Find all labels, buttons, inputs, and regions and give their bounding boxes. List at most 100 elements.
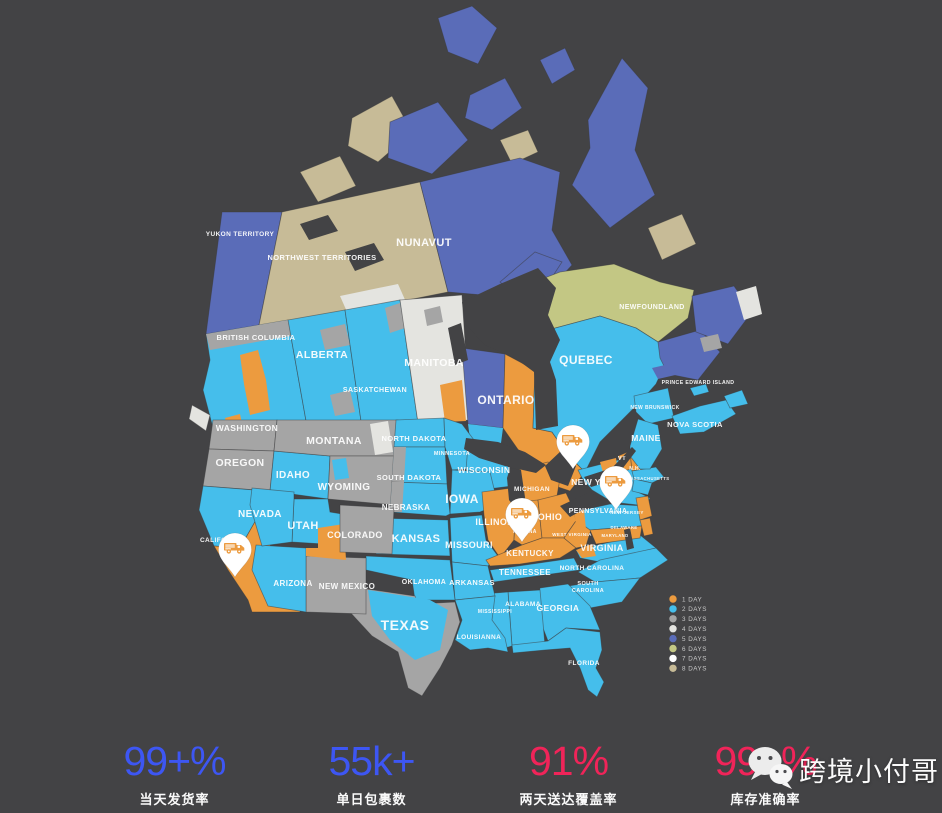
maine-region xyxy=(629,418,663,470)
map-label: ARKANSAS xyxy=(449,578,495,587)
four-corners-patch-region xyxy=(306,524,346,560)
map-label: ARIZONA xyxy=(273,579,312,588)
nfld-patch-region xyxy=(736,286,762,320)
map-label: CAROLINA xyxy=(572,588,604,594)
ab-patch-region xyxy=(320,324,350,350)
sk-patch-region xyxy=(385,303,405,333)
map-label: NORTH DAKOTA xyxy=(381,434,446,443)
watermark-text: 跨境小付哥 xyxy=(799,756,939,787)
ne-patch-region xyxy=(390,482,404,512)
delivery-truck-icon xyxy=(605,476,626,487)
map-label: NUNAVUT xyxy=(396,237,452,249)
map-label: GEORGIA xyxy=(537,603,580,613)
map-label: MISSISSIPPI xyxy=(478,609,512,615)
legend-swatch xyxy=(669,664,677,672)
stat-label: 当天发货率 xyxy=(139,792,210,808)
legend: 1 DAY 2 DAYS 3 DAYS 4 DAYS 5 DAYS 6 DAYS 7 DAY… xyxy=(669,595,707,673)
map-label: MONTANA xyxy=(306,435,362,447)
sd-patch-region xyxy=(392,447,406,482)
legend-label: 4 DAYS xyxy=(682,626,707,633)
delivery-truck-pin xyxy=(599,465,633,511)
map-label: SASKATCHEWAN xyxy=(343,387,407,394)
new-jersey-region xyxy=(635,495,653,521)
wechat-icon xyxy=(748,747,793,789)
legend-label: 2 DAYS xyxy=(682,606,707,613)
legend-item: 5 DAYS xyxy=(669,634,707,643)
map-label: WISCONSIN xyxy=(458,465,511,475)
map-label: KENTUCKY xyxy=(506,549,554,558)
anticosti-island-region xyxy=(652,362,684,379)
legend-label: 1 DAY xyxy=(682,596,703,603)
cape-breton-region xyxy=(723,389,749,409)
pa-patch-region xyxy=(574,510,586,529)
stat-label: 两天送达覆盖率 xyxy=(519,792,618,808)
map-label: LOUISIANNA xyxy=(457,634,501,641)
map-label: MISSOURI xyxy=(445,540,493,550)
legend-item: 1 DAY xyxy=(669,595,702,603)
stat-two-day-coverage: 91% 两天送达覆盖率 xyxy=(470,739,667,808)
lake-winnipeg xyxy=(448,323,468,365)
map-label: MASSACHUSETTS xyxy=(627,476,670,481)
legend-swatch xyxy=(669,634,677,643)
legend-label: 3 DAYS xyxy=(682,616,707,623)
ontario-northwest-region xyxy=(461,347,506,429)
map-label: N.H. xyxy=(629,466,641,472)
mb-patch-region xyxy=(424,306,443,326)
legend-item: 7 DAYS xyxy=(669,654,706,663)
map-label: QUEBEC xyxy=(559,353,613,367)
arctic-island-region xyxy=(499,129,539,165)
hudson-bay xyxy=(462,268,560,430)
legend-label: 6 DAYS xyxy=(682,646,707,653)
delivery-truck-pin xyxy=(556,424,590,470)
legend-label: 5 DAYS xyxy=(682,636,707,643)
great-bear-lake xyxy=(345,243,384,271)
map-label: BRITISH COLUMBIA xyxy=(217,333,296,342)
map-label: NEWFOUNDLAND xyxy=(619,304,684,311)
map-label: ALBERTA xyxy=(296,349,348,361)
oregon-region xyxy=(202,448,275,492)
lake-superior xyxy=(464,438,546,473)
lake-erie xyxy=(560,492,601,517)
legend-swatch xyxy=(669,644,677,653)
legend-label: 8 DAYS xyxy=(682,666,707,673)
stat-label: 库存准确率 xyxy=(730,792,801,808)
map-label: VIRGINIA xyxy=(580,543,623,553)
nwt-patch-region xyxy=(340,284,406,314)
stat-label: 单日包裹数 xyxy=(336,792,407,808)
map-label: OKLAHOMA xyxy=(402,579,446,586)
massachusetts-region xyxy=(631,466,665,484)
map-label: NEW BRUNSWICK xyxy=(630,405,679,411)
map-label: TENNESSEE xyxy=(499,568,551,577)
map-label: PRINCE EDWARD ISLAND xyxy=(662,380,735,386)
map-label: MAINE xyxy=(631,433,660,443)
map-label: PENNSYLVANIA xyxy=(569,508,628,515)
connecticut-rhode-island-region xyxy=(631,478,653,496)
ab-patch-region xyxy=(330,390,355,416)
delaware-region xyxy=(639,517,654,537)
va-patch-region xyxy=(576,544,596,558)
stat-value: 99+% xyxy=(123,738,226,784)
arctic-island-region xyxy=(437,5,498,65)
delivery-truck-pin xyxy=(505,497,539,543)
map-label: TEXAS xyxy=(381,617,430,633)
map-label: ALABAMA xyxy=(505,601,541,608)
legend-item: 3 DAYS xyxy=(669,615,707,623)
map-label: ILLINOIS xyxy=(475,517,516,527)
legend-item: 4 DAYS xyxy=(669,625,707,633)
bc-patch-region xyxy=(206,320,291,350)
map-label: UTAH xyxy=(287,520,318,532)
map-label: FLORIDA xyxy=(568,660,600,667)
delivery-truck-pin xyxy=(218,532,252,578)
wy-patch-region xyxy=(332,458,349,480)
map-label: COLORADO xyxy=(327,530,383,540)
nfld-patch-region xyxy=(700,334,722,352)
legend-swatch xyxy=(669,615,677,623)
map-label: KANSAS xyxy=(392,533,441,545)
tennessee-region xyxy=(489,557,581,583)
arctic-island-region xyxy=(539,47,576,85)
mb-patch-region xyxy=(440,380,466,422)
ontario-patch-region xyxy=(468,424,503,443)
map-label: NOVA SCOTIA xyxy=(667,420,723,429)
delivery-truck-icon xyxy=(562,435,583,446)
